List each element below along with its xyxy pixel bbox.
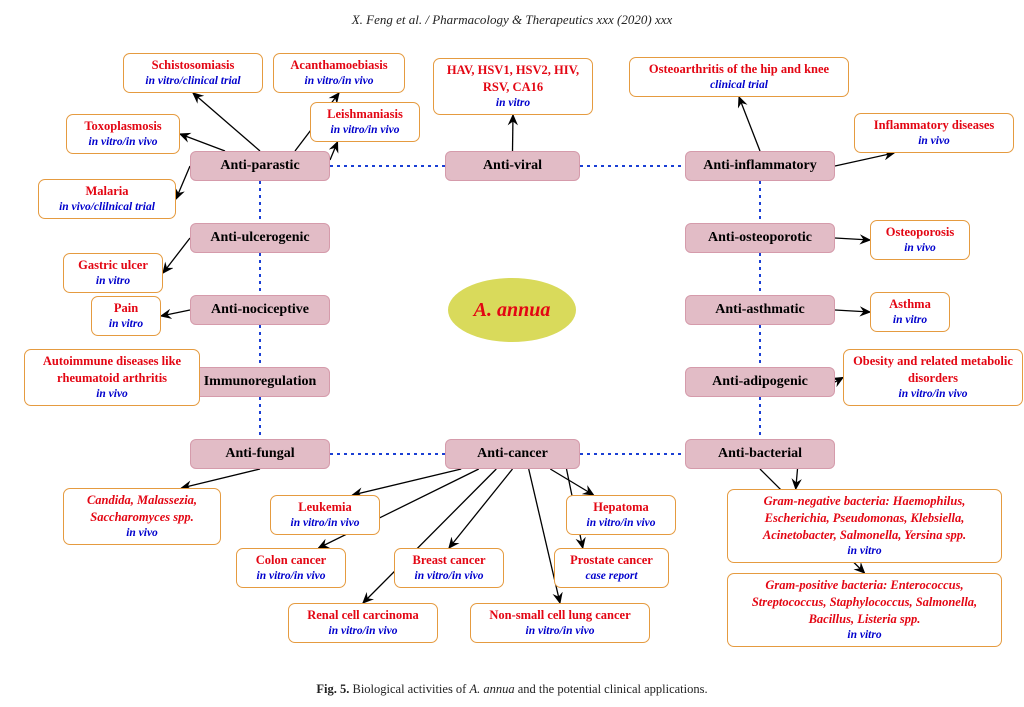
leaf-autoimmune: Autoimmune diseases like rheumatoid arth… xyxy=(24,349,200,406)
leaf-asthma: Asthmain vitro xyxy=(870,292,950,332)
leaf-malaria: Malariain vivo/clilnical trial xyxy=(38,179,176,219)
leaf-breast: Breast cancerin vitro/in vivo xyxy=(394,548,504,588)
leaf-pain: Painin vitro xyxy=(91,296,161,336)
leaf-antiviral-list: HAV, HSV1, HSV2, HIV, RSV, CA16in vitro xyxy=(433,58,593,115)
leaf-oa: Osteoarthritis of the hip and kneeclinic… xyxy=(629,57,849,97)
leaf-nsclc: Non-small cell lung cancerin vitro/in vi… xyxy=(470,603,650,643)
category-anti-nociceptive: Anti-nociceptive xyxy=(190,295,330,325)
caption-species: A. annua xyxy=(469,682,514,696)
leaf-acanthamoebiasis: Acanthamoebiasisin vitro/in vivo xyxy=(273,53,405,93)
leaf-leukemia: Leukemiain vitro/in vivo xyxy=(270,495,380,535)
category-anti-inflammatory: Anti-inflammatory xyxy=(685,151,835,181)
caption-mid: Biological activities of xyxy=(349,682,469,696)
leaf-gram-pos: Gram-positive bacteria: Enterococcus, St… xyxy=(727,573,1002,647)
category-anti-osteoporotic: Anti-osteoporotic xyxy=(685,223,835,253)
leaf-colon: Colon cancerin vitro/in vivo xyxy=(236,548,346,588)
leaf-hepatoma: Hepatomain vitro/in vivo xyxy=(566,495,676,535)
category-anti-fungal: Anti-fungal xyxy=(190,439,330,469)
leaf-prostate: Prostate cancercase report xyxy=(554,548,669,588)
leaf-gastric: Gastric ulcerin vitro xyxy=(63,253,163,293)
caption-prefix: Fig. 5. xyxy=(316,682,349,696)
leaf-fungal-list: Candida, Malassezia, Saccharomyces spp.i… xyxy=(63,488,221,545)
leaf-schistosomiasis: Schistosomiasisin vitro/clinical trial xyxy=(123,53,263,93)
leaf-gram-neg: Gram-negative bacteria: Haemophilus, Esc… xyxy=(727,489,1002,563)
page-header: X. Feng et al. / Pharmacology & Therapeu… xyxy=(0,12,1024,28)
leaf-toxoplasmosis: Toxoplasmosisin vitro/in vivo xyxy=(66,114,180,154)
figure-caption: Fig. 5. Biological activities of A. annu… xyxy=(0,682,1024,697)
center-node: A. annua xyxy=(448,278,576,342)
leaf-obesity: Obesity and related metabolic disordersi… xyxy=(843,349,1023,406)
category-anti-adipogenic: Anti-adipogenic xyxy=(685,367,835,397)
caption-suffix: and the potential clinical applications. xyxy=(515,682,708,696)
leaf-osteoporosis: Osteoporosisin vivo xyxy=(870,220,970,260)
leaf-leishmaniasis: Leishmaniasisin vitro/in vivo xyxy=(310,102,420,142)
leaf-renal: Renal cell carcinomain vitro/in vivo xyxy=(288,603,438,643)
category-anti-parastic: Anti-parastic xyxy=(190,151,330,181)
category-anti-ulcerogenic: Anti-ulcerogenic xyxy=(190,223,330,253)
category-anti-bacterial: Anti-bacterial xyxy=(685,439,835,469)
category-anti-cancer: Anti-cancer xyxy=(445,439,580,469)
category-immunoregulation: Immunoregulation xyxy=(190,367,330,397)
category-anti-viral: Anti-viral xyxy=(445,151,580,181)
category-anti-asthmatic: Anti-asthmatic xyxy=(685,295,835,325)
leaf-inflammatory: Inflammatory diseasesin vivo xyxy=(854,113,1014,153)
